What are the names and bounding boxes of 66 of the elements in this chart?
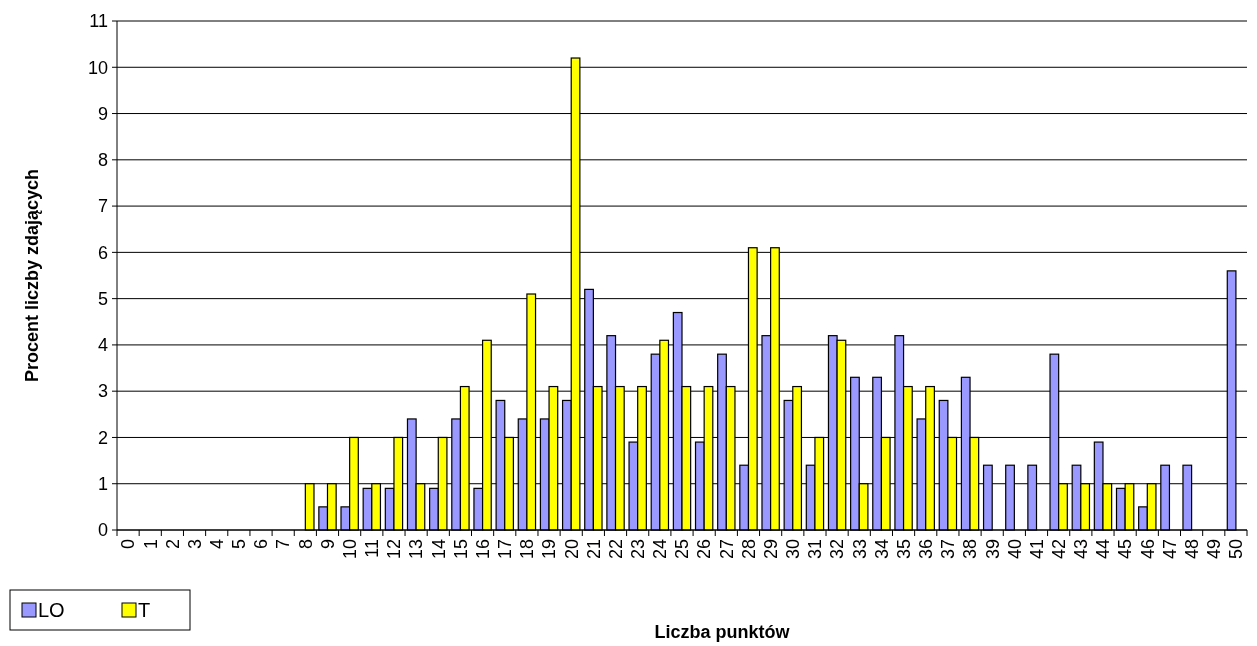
x-tick-label: 14: [428, 539, 449, 560]
x-tick-label: 33: [849, 539, 870, 560]
x-tick-label: 40: [1004, 539, 1025, 560]
x-tick-label: 42: [1048, 539, 1069, 560]
x-tick-label: 23: [627, 539, 648, 560]
x-tick-label: 30: [783, 539, 804, 560]
x-tick-label: 31: [805, 539, 826, 560]
x-tick-label: 24: [650, 539, 671, 560]
x-tick-label: 17: [495, 539, 516, 560]
x-tick-label: 47: [1159, 539, 1180, 560]
x-tick-label: 21: [583, 539, 604, 560]
x-tick-label: 7: [273, 539, 294, 550]
y-tick-label: 2: [97, 427, 108, 448]
x-tick-label: 13: [406, 539, 427, 560]
x-tick-label: 19: [539, 539, 560, 560]
y-tick-label: 8: [97, 150, 108, 171]
y-tick-label: 6: [97, 242, 108, 263]
x-tick-label: 3: [184, 539, 205, 550]
y-tick-label: 11: [89, 11, 108, 32]
x-tick-label: 27: [716, 539, 737, 560]
x-tick-label: 0: [118, 539, 139, 550]
x-tick-label: 39: [982, 539, 1003, 560]
x-tick-label: 11: [362, 539, 383, 558]
x-tick-label: 8: [295, 539, 316, 550]
y-tick-label: 3: [97, 381, 108, 402]
x-tick-label: 1: [140, 539, 161, 550]
legend-label: LO: [38, 599, 65, 621]
x-tick-label: 4: [207, 539, 228, 550]
x-tick-label: 36: [916, 539, 937, 560]
x-tick-label: 5: [229, 539, 250, 550]
x-tick-label: 38: [960, 539, 981, 560]
x-tick-label: 44: [1093, 539, 1114, 560]
x-tick-label: 28: [738, 539, 759, 560]
x-tick-label: 22: [605, 539, 626, 560]
x-tick-label: 18: [517, 539, 538, 560]
x-tick-label: 41: [1026, 539, 1047, 560]
x-tick-label: 35: [893, 539, 914, 560]
x-tick-label: 15: [450, 539, 471, 560]
x-tick-label: 48: [1181, 539, 1202, 560]
x-tick-label: 16: [472, 539, 493, 560]
legend-label: T: [138, 599, 151, 621]
x-tick-label: 26: [694, 539, 715, 560]
x-tick-label: 10: [339, 539, 360, 560]
x-tick-label: 29: [760, 539, 781, 560]
x-tick-label: 37: [938, 539, 959, 560]
y-tick-label: 7: [97, 196, 108, 217]
x-tick-label: 25: [672, 539, 693, 560]
x-tick-label: 20: [561, 539, 582, 560]
x-tick-label: 43: [1071, 539, 1092, 560]
x-tick-label: 12: [384, 539, 405, 560]
x-tick-label: 34: [871, 539, 892, 560]
y-tick-label: 1: [97, 474, 108, 495]
y-tick-label: 10: [87, 57, 108, 78]
y-axis-title: Procent liczby zdających: [22, 168, 42, 383]
x-tick-label: 9: [317, 539, 338, 550]
y-tick-label: 5: [97, 288, 108, 309]
y-tick-label: 4: [97, 335, 108, 356]
x-axis-title: Liczba punktów: [654, 622, 791, 642]
x-tick-label: 49: [1204, 539, 1225, 560]
x-tick-label: 2: [162, 539, 183, 550]
y-tick-label: 9: [97, 103, 108, 124]
x-tick-label: 6: [251, 539, 272, 550]
x-tick-label: 46: [1137, 539, 1158, 560]
x-tick-label: 50: [1226, 539, 1247, 560]
x-tick-label: 32: [827, 539, 848, 560]
x-tick-label: 45: [1115, 539, 1136, 560]
